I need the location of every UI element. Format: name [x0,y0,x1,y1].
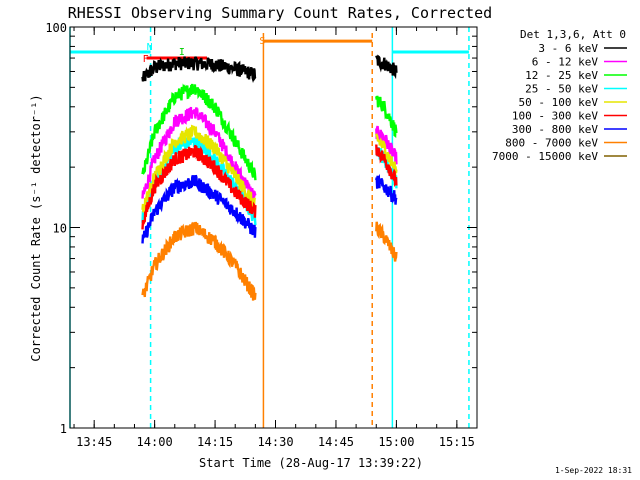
annotation-label: F [143,54,149,65]
legend-label: 300 - 800 keV [512,123,598,136]
legend-label: 6 - 12 keV [532,56,599,69]
legend-label: 3 - 6 keV [538,42,598,55]
legend-label: 7000 - 15000 keV [492,150,598,163]
y-tick-label: 10 [53,222,67,236]
axes: 13:45 14:00 14:15 14:30 14:45 15:00 15:15 1 10 10… [45,21,478,449]
series-line [375,133,398,177]
legend-label: 25 - 50 keV [525,83,598,96]
y-tick-label: 1 [60,422,67,436]
legend-label: 800 - 7000 keV [505,137,598,150]
annotation-label: N [147,42,153,53]
x-tick-label: 14:00 [137,435,173,449]
y-axis-label: Corrected Count Rate (s⁻¹ detector⁻¹) [29,94,43,361]
chart-title: RHESSI Observing Summary Count Rates, Co… [68,4,492,22]
series-line [141,83,257,181]
legend-label: 12 - 25 keV [525,69,598,82]
x-tick-label: 13:45 [76,435,112,449]
series-line [375,173,398,205]
y-tick-label: 100 [45,21,67,35]
series-line [141,144,257,230]
series-line [141,56,257,84]
legend-header: Det 1,3,6, Att 0 [520,28,626,41]
series-line [375,95,398,139]
series-line [141,124,257,213]
x-tick-label: 14:45 [318,435,354,449]
x-axis-label: Start Time (28-Aug-17 13:39:22) [199,456,423,470]
plot-area: NF I S [69,27,470,428]
legend-label: 50 - 100 keV [519,96,599,109]
series-line [141,174,257,244]
x-tick-label: 15:00 [378,435,414,449]
x-tick-label: 14:15 [197,435,233,449]
x-tick-label: 14:30 [257,435,293,449]
x-tick-label: 15:15 [439,435,475,449]
series-line [375,54,398,80]
series-line [375,144,398,188]
series-line [141,106,257,200]
series-line [141,221,257,301]
legend-label: 100 - 300 keV [512,110,598,123]
series-line [375,125,398,165]
series-line [375,221,398,262]
annotation-label: I [179,47,185,58]
annotation-label: S [259,36,265,47]
footer-date: 1-Sep-2022 18:31 [555,466,632,475]
